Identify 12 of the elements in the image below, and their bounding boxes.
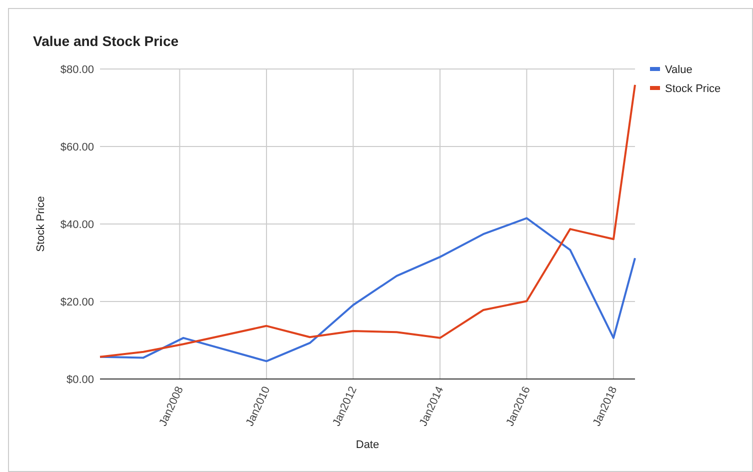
legend-label: Stock Price (665, 82, 721, 95)
y-tick-label: $20.00 (60, 296, 94, 308)
line-series (99, 84, 636, 358)
y-tick-label: $60.00 (60, 141, 94, 154)
y-tick-label: $40.00 (60, 218, 94, 231)
y-tick-label: $0.00 (66, 374, 94, 386)
line-series (99, 217, 636, 362)
y-axis-title: Stock Price (35, 196, 47, 252)
chart-title: Value and Stock Price (33, 33, 179, 49)
x-axis-title: Date (356, 439, 380, 451)
legend-label: Value (665, 64, 692, 76)
y-tick-label: $80.00 (60, 64, 94, 76)
